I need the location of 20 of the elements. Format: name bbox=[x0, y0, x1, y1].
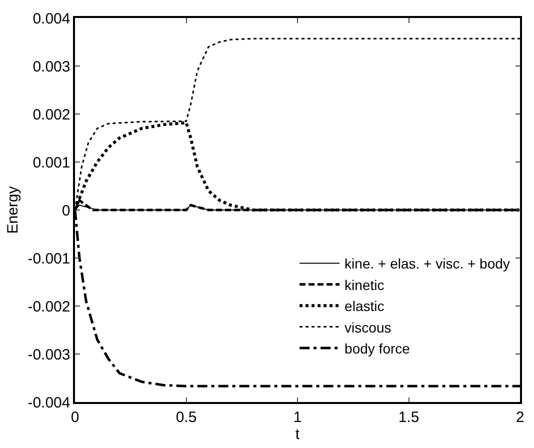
x-tick-label: 0.5 bbox=[176, 408, 197, 426]
y-tick-label: -0.002 bbox=[28, 298, 70, 316]
x-tick-label: 1.5 bbox=[398, 408, 420, 426]
x-tick-label: 1 bbox=[293, 408, 302, 426]
legend-label: body force bbox=[344, 340, 410, 356]
y-tick-label: -0.004 bbox=[28, 394, 70, 412]
y-tick-label: -0.001 bbox=[28, 250, 70, 268]
y-tick-label: 0.003 bbox=[32, 58, 70, 76]
legend-label: kine. + elas. + visc. + body bbox=[344, 256, 510, 272]
y-axis-title: Energy bbox=[4, 186, 22, 234]
x-tick-label: 2 bbox=[516, 408, 524, 426]
y-tick-label: 0.002 bbox=[32, 106, 70, 124]
y-tick-label: 0.001 bbox=[32, 154, 70, 172]
legend-label: elastic bbox=[344, 298, 384, 314]
y-tick-label: 0 bbox=[62, 202, 70, 220]
x-axis-title: t bbox=[295, 426, 300, 443]
y-tick-label: 0.004 bbox=[32, 10, 70, 28]
y-tick-label: -0.003 bbox=[28, 346, 70, 364]
legend-label: kinetic bbox=[344, 276, 384, 293]
legend-label: viscous bbox=[344, 319, 392, 336]
